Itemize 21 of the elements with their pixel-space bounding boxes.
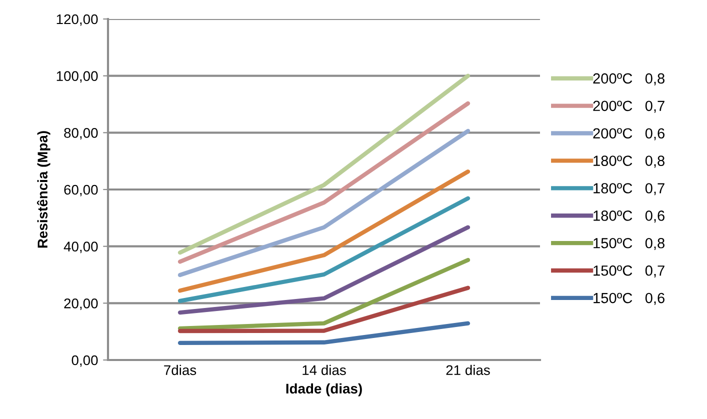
legend-label: 200ºC 0,7 (593, 100, 664, 113)
y-tick-label: 100,00 (56, 71, 98, 83)
x-axis-title: Idade (dias) (286, 383, 362, 396)
legend-label: 200ºC 0,6 (593, 128, 664, 140)
legend-label: 150ºC 0,6 (594, 292, 664, 305)
legend-label: 180ºC 0,7 (594, 183, 664, 196)
legend-label: 150ºC 0,7 (594, 265, 664, 278)
y-tick-label: 0,00 (72, 355, 98, 367)
y-axis-title: Resistência (Mpa) (36, 131, 50, 248)
y-tick-label: 40,00 (64, 242, 98, 254)
legend-label: 180ºC 0,6 (594, 210, 664, 223)
x-tick-label: 14 dias (302, 364, 346, 376)
y-tick-label: 80,00 (64, 128, 98, 140)
y-tick-label: 120,00 (56, 14, 98, 26)
legend-label: 180ºC 0,8 (594, 156, 664, 168)
y-tick-label: 60,00 (64, 184, 98, 196)
legend-label: 200ºC 0,8 (593, 73, 664, 86)
x-tick-label: 21 dias (446, 364, 490, 376)
x-tick-label: 7dias (164, 364, 196, 376)
y-tick-label: 20,00 (64, 298, 98, 310)
legend-label: 150ºC 0,8 (594, 238, 664, 250)
